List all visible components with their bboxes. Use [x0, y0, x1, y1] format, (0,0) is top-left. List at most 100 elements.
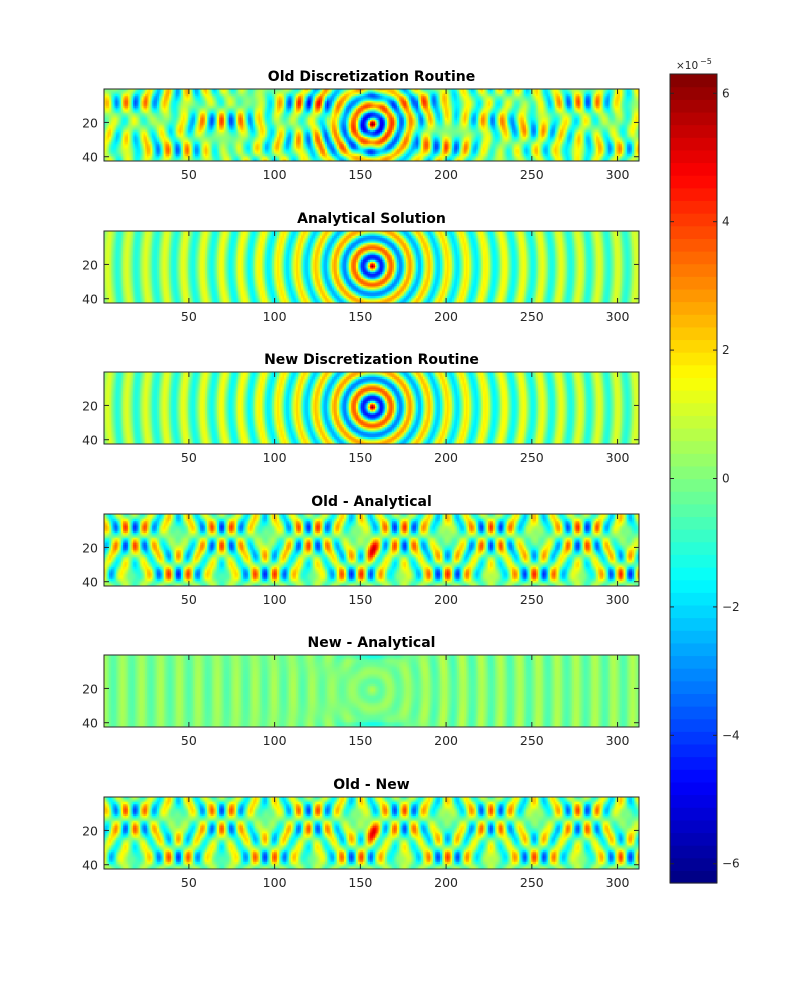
x-tick-label: 150 — [348, 167, 372, 182]
colorbar-segment — [670, 566, 717, 581]
x-tick-label: 150 — [348, 733, 372, 748]
x-tick-label: 200 — [434, 309, 458, 324]
panel-title: New Discretization Routine — [264, 352, 479, 368]
colorbar-segment — [670, 516, 717, 530]
colorbar-segment — [670, 604, 717, 619]
panel-1: Old Discretization Routine 50 100 150 200 250… — [82, 69, 640, 182]
colorbar-segment — [670, 175, 717, 189]
panel-4: Old - Analytical 50 100 150 200 250 300 20 40 — [82, 494, 640, 607]
colorbar-tick-label: −6 — [722, 857, 740, 871]
colorbar-segment — [670, 225, 717, 239]
colorbar-segment — [670, 453, 717, 467]
panel-6: Old - New 50 100 150 200 250 300 20 40 — [82, 777, 640, 890]
colorbar-segment — [670, 478, 717, 492]
heatmap-panels: Old Discretization Routine 50 100 150 200 250… — [82, 69, 640, 890]
heatmap-image — [104, 231, 639, 303]
y-tick-label: 20 — [82, 257, 98, 272]
colorbar-segment — [670, 440, 717, 454]
x-tick-label: 50 — [181, 450, 197, 465]
axes-frame — [103, 371, 640, 445]
y-tick-label: 20 — [82, 681, 98, 696]
colorbar-segment — [670, 86, 717, 100]
y-tick-label: 40 — [82, 575, 98, 590]
colorbar-segment — [670, 668, 717, 682]
panel-5: New - Analytical 50 100 150 200 250 300 20 40 — [82, 635, 640, 748]
x-tick-label: 250 — [520, 167, 544, 182]
axes-frame — [103, 88, 640, 162]
colorbar-segment — [670, 807, 717, 821]
x-tick-label: 300 — [606, 167, 630, 182]
colorbar-segment — [670, 592, 717, 606]
colorbar-segment — [670, 301, 717, 315]
y-tick-label: 20 — [82, 398, 98, 413]
y-tick-label: 20 — [82, 540, 98, 555]
colorbar-segment — [670, 402, 717, 416]
x-tick-label: 100 — [263, 450, 287, 465]
colorbar-segment — [670, 99, 717, 113]
colorbar-segment — [670, 529, 717, 543]
colorbar-tick-label: 0 — [722, 472, 730, 486]
panel-title: Old Discretization Routine — [268, 69, 475, 85]
colorbar-segment — [670, 288, 717, 303]
colorbar-segment — [670, 187, 717, 202]
colorbar-segment — [670, 541, 717, 555]
colorbar-segment — [670, 352, 717, 366]
axes-frame — [103, 230, 640, 304]
colorbar-multiplier-exponent: −5 — [700, 57, 712, 66]
colorbar-segment — [670, 427, 717, 442]
panel-title: New - Analytical — [308, 635, 436, 651]
x-tick-label: 250 — [520, 592, 544, 607]
colorbar-segment — [670, 415, 717, 429]
colorbar-segment — [670, 743, 717, 758]
colorbar-tick-label: −2 — [722, 600, 740, 614]
heatmap-image — [104, 797, 639, 869]
colorbar-segment — [670, 832, 717, 846]
x-tick-label: 300 — [606, 450, 630, 465]
colorbar-segment — [670, 200, 717, 214]
heatmap-image — [104, 89, 639, 161]
colorbar-segment — [670, 693, 717, 707]
colorbar-segment — [670, 238, 717, 252]
x-tick-label: 200 — [434, 592, 458, 607]
x-tick-label: 150 — [348, 309, 372, 324]
axes-frame — [103, 654, 640, 728]
colorbar-segment — [670, 250, 717, 265]
colorbar-segment — [670, 364, 717, 378]
x-tick-label: 200 — [434, 450, 458, 465]
colorbar-segment — [670, 377, 717, 391]
colorbar-segment — [670, 781, 717, 796]
colorbar-segment — [670, 503, 717, 518]
y-tick-label: 40 — [82, 433, 98, 448]
colorbar-segment — [670, 554, 717, 568]
colorbar-tick-label: 4 — [722, 215, 730, 229]
x-tick-label: 50 — [181, 309, 197, 324]
colorbar-segment — [670, 339, 717, 353]
colorbar-segment — [670, 655, 717, 669]
panel-title: Old - Analytical — [311, 494, 432, 510]
heatmap-image — [104, 655, 639, 727]
x-tick-label: 50 — [181, 733, 197, 748]
x-tick-label: 50 — [181, 592, 197, 607]
x-tick-label: 100 — [263, 875, 287, 890]
colorbar-segment — [670, 213, 717, 227]
colorbar-segment — [670, 137, 717, 151]
x-tick-label: 100 — [263, 733, 287, 748]
colorbar: −6 −4 −2 0 2 4 6 ×10 −5 — [669, 57, 740, 884]
colorbar-segment — [670, 680, 717, 694]
colorbar-segment — [670, 491, 717, 505]
colorbar-segment — [670, 326, 717, 341]
colorbar-segment — [670, 314, 717, 328]
colorbar-tick-label: 6 — [722, 86, 730, 100]
y-tick-label: 20 — [82, 115, 98, 130]
colorbar-segment — [670, 276, 717, 290]
colorbar-segment — [670, 756, 717, 770]
colorbar-segment — [670, 465, 717, 480]
colorbar-segment — [670, 845, 717, 859]
heatmap-image — [104, 372, 639, 444]
x-tick-label: 200 — [434, 733, 458, 748]
x-tick-label: 150 — [348, 450, 372, 465]
panel-title: Analytical Solution — [297, 211, 446, 227]
colorbar-segment — [670, 617, 717, 631]
colorbar-segment — [670, 74, 717, 88]
